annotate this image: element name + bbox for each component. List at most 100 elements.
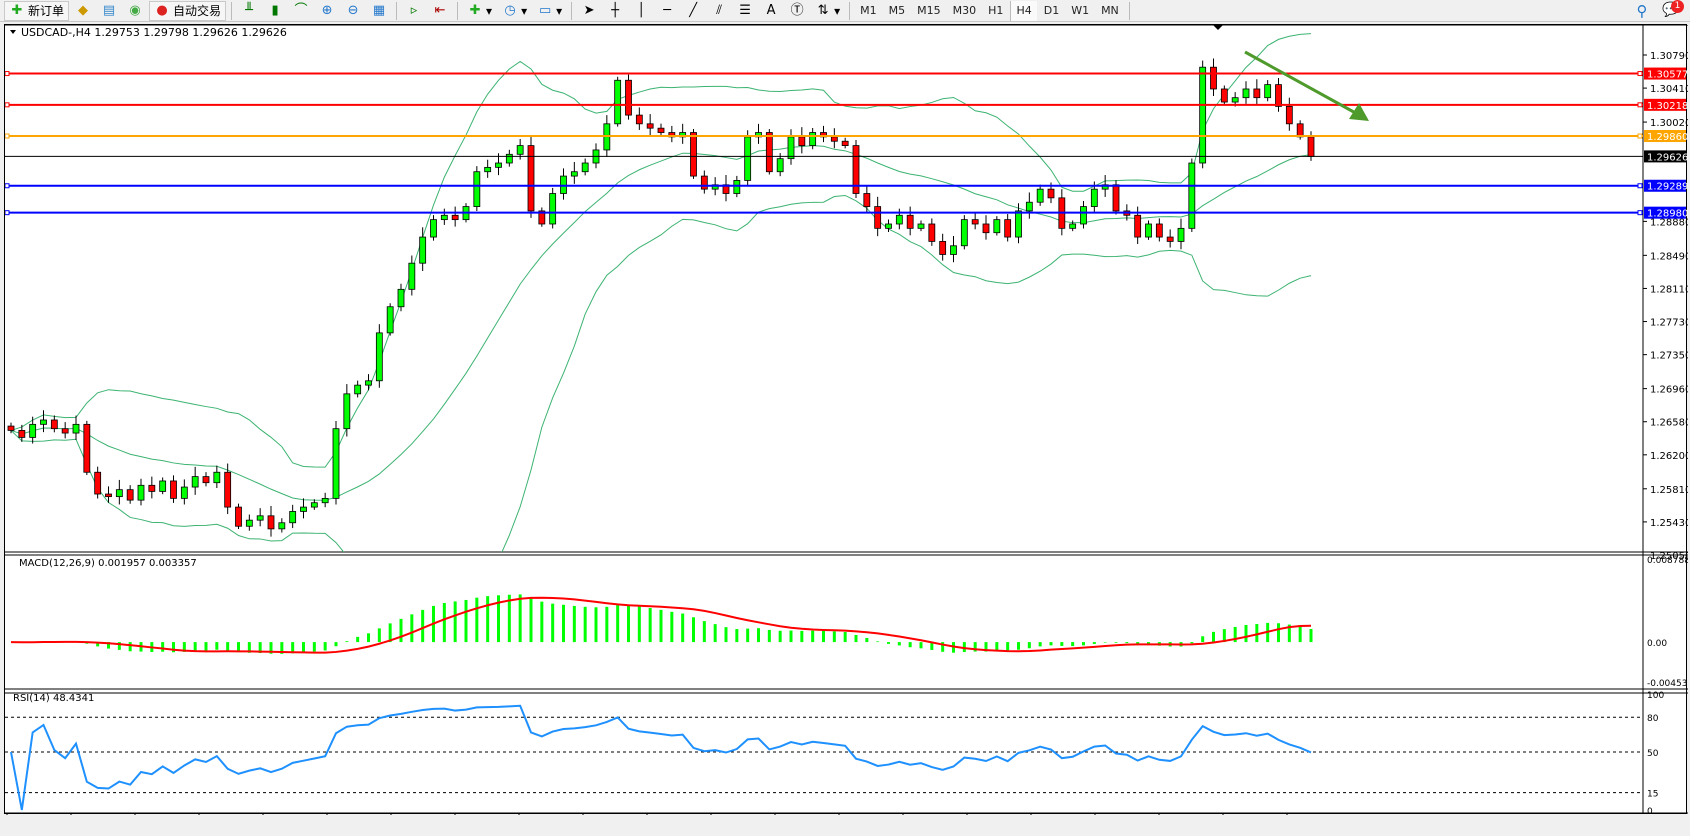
rsi-tick-label: 80	[1647, 714, 1659, 724]
auto-trading-icon: ●	[156, 2, 168, 18]
zoom-in-icon: ⊕	[321, 2, 333, 18]
crosshair-button[interactable]: ┼	[603, 1, 627, 21]
level-handle	[4, 102, 10, 108]
price-level-label: 1.29626	[1647, 152, 1688, 163]
bar-chart-button[interactable]: ╨	[237, 1, 261, 21]
candle	[256, 508, 264, 527]
price-panel: 1.30790 1.30410 1.30020 1.28880 1.28490 1.281…	[4, 24, 1690, 814]
timeframe-w1[interactable]: W1	[1071, 3, 1090, 17]
vertical-line-button[interactable]: │	[629, 1, 653, 21]
candle	[224, 463, 232, 515]
text-button[interactable]: A	[759, 1, 783, 21]
candle	[375, 324, 383, 388]
timeframe-h4[interactable]: H4	[1010, 0, 1037, 21]
rsi-tick-label: 15	[1647, 790, 1658, 800]
candle-body	[321, 497, 329, 504]
candle	[148, 476, 156, 499]
price-level-label: 1.29289	[1647, 182, 1688, 193]
candle-body	[419, 236, 427, 264]
candle-body	[960, 219, 968, 247]
line-chart-button[interactable]: ⌒	[289, 1, 313, 21]
candle-body	[1177, 227, 1185, 242]
dropdown-arrow-icon[interactable]	[10, 30, 16, 34]
timeframe-m5[interactable]: M5	[888, 3, 906, 17]
macd-plot	[10, 594, 1313, 654]
candle	[484, 159, 492, 178]
candle	[321, 492, 329, 508]
equidistant-channel-button[interactable]: ⫽	[707, 1, 731, 21]
candle-body	[809, 132, 817, 146]
candle	[440, 208, 448, 225]
candle-body	[50, 419, 58, 430]
candlestick-button[interactable]: ▮	[263, 1, 287, 21]
arrows-button[interactable]: ⇅ ▾	[811, 1, 844, 21]
candle-body	[917, 223, 925, 229]
zoom-out-button[interactable]: ⊖	[341, 1, 365, 21]
data-window-button[interactable]: ▤	[97, 1, 121, 21]
candle	[365, 374, 372, 391]
candle-body	[874, 206, 882, 229]
candle	[852, 140, 860, 198]
macd-label: MACD(12,26,9) 0.001957 0.003357	[19, 558, 197, 569]
market-watch-button[interactable]: ◆	[71, 1, 95, 21]
trend-arrow	[1244, 50, 1362, 118]
candle-body	[1134, 214, 1142, 238]
candle-body	[1036, 188, 1044, 203]
timeframe-m30[interactable]: M30	[952, 3, 977, 17]
timeframe-m15[interactable]: M15	[917, 3, 941, 17]
candle	[235, 503, 242, 530]
text-label-button[interactable]: Ⓣ	[785, 1, 809, 21]
add-indicator-icon: ✚	[469, 2, 481, 18]
price-tick-label: 1.25430	[1650, 518, 1688, 529]
candle	[94, 466, 102, 499]
candle-body	[1242, 88, 1250, 99]
candle	[993, 216, 1001, 236]
candle	[625, 74, 632, 120]
new-order-button[interactable]: ✚ 新订单	[4, 0, 70, 21]
candle-body	[72, 423, 80, 434]
horizontal-line-button[interactable]: ─	[655, 1, 679, 21]
candle-body	[993, 219, 1001, 234]
candle-body	[451, 214, 459, 221]
timeframe-d1[interactable]: D1	[1043, 3, 1060, 17]
chart-canvas[interactable]: 1.30790 1.30410 1.30020 1.28880 1.28490 1.281…	[4, 24, 1690, 829]
candle	[798, 127, 806, 154]
candle-body	[1210, 66, 1217, 90]
search-icon[interactable]: ⚲	[1636, 2, 1648, 20]
candle	[40, 410, 47, 433]
tile-windows-button[interactable]: ▦	[367, 1, 391, 21]
price-tick-label: 1.27730	[1650, 318, 1688, 329]
separator	[396, 1, 398, 20]
chart-shift-button[interactable]: ⇤	[428, 1, 452, 21]
auto-scroll-button[interactable]: ▹	[402, 1, 426, 21]
cursor-button[interactable]: ➤	[577, 1, 601, 21]
candle-body	[1166, 236, 1174, 242]
zoom-in-button[interactable]: ⊕	[315, 1, 339, 21]
price-tick-label: 1.28490	[1650, 251, 1688, 262]
timeframe-h1[interactable]: H1	[988, 3, 1004, 17]
zoom-out-icon: ⊖	[347, 2, 359, 18]
timeframe-m1[interactable]: M1	[860, 3, 877, 17]
templates-button[interactable]: ▭ ▾	[538, 2, 563, 18]
candle	[245, 514, 253, 531]
macd-tick-label: -0.004538	[1647, 679, 1688, 689]
candle-body	[213, 471, 221, 484]
price-level-label: 1.28980	[1647, 209, 1688, 220]
chart-window[interactable]: 1.30790 1.30410 1.30020 1.28880 1.28490 1.281…	[4, 24, 1690, 829]
candle-body	[267, 515, 275, 530]
trendline-button[interactable]: ╱	[681, 1, 705, 21]
auto-trading-button[interactable]: ● 自动交易	[149, 0, 227, 21]
candle-body	[852, 145, 860, 194]
signals-button[interactable]: ◉	[123, 1, 147, 21]
fibonacci-button[interactable]: ☰	[733, 1, 757, 21]
candle	[1036, 184, 1044, 206]
indicators-button[interactable]: ✚ ▾	[463, 1, 496, 21]
notifications-button[interactable]: 💬 1	[1662, 0, 1684, 20]
candle-body	[527, 145, 535, 212]
periods-button[interactable]: ◷ ▾	[498, 1, 531, 21]
timeframe-mn[interactable]: MN	[1101, 3, 1119, 17]
arrow-head-icon	[1349, 103, 1369, 121]
candle	[419, 227, 427, 271]
candle	[354, 380, 362, 398]
candle-body	[1231, 97, 1239, 103]
